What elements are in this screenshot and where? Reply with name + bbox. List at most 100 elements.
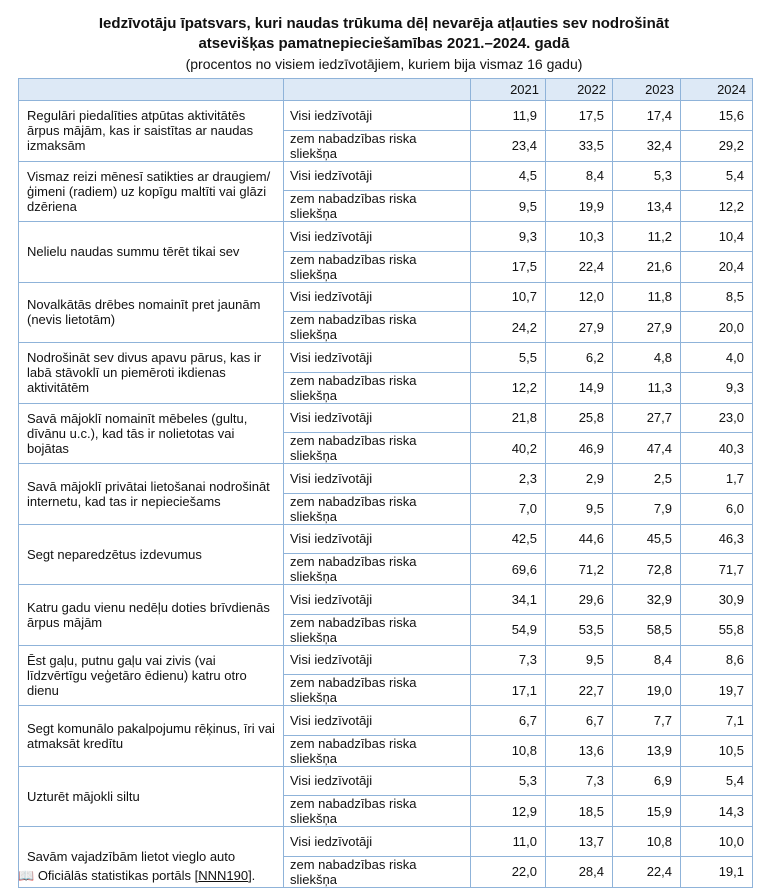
value: 4,8 <box>612 342 681 373</box>
source-link[interactable]: NNN190 <box>198 868 249 883</box>
row: Nelielu naudas summu tērēt tikai sev Visi… <box>18 221 753 283</box>
group-label: Visi iedzīvotāji <box>283 584 471 615</box>
group-label: Visi iedzīvotāji <box>283 523 471 554</box>
row: Savām vajadzībām lietot vieglo auto Visi … <box>18 826 753 888</box>
group-label: Visi iedzīvotāji <box>283 644 471 675</box>
value: 15,9 <box>612 795 681 827</box>
row: Uzturēt mājokli siltu Visi iedzīvotāji 5,3… <box>18 765 753 827</box>
row: zem nabadzības riska sliekšņa 40,2 46,9 47,… <box>19 432 753 464</box>
group-label: Visi iedzīvotāji <box>283 463 471 494</box>
row-label: Nodrošināt sev divus apavu pārus, kas ir… <box>18 342 284 404</box>
group-label: Visi iedzīvotāji <box>283 100 471 131</box>
value: 5,5 <box>470 342 546 373</box>
row: zem nabadzības riska sliekšņa 69,6 71,2 72,… <box>19 553 753 585</box>
value: 13,6 <box>545 734 613 767</box>
value: 9,3 <box>680 371 753 404</box>
value: 10,5 <box>680 734 753 767</box>
value: 47,4 <box>612 432 681 464</box>
subtitle: (procentos no visiem iedzīvotājiem, kuri… <box>185 56 583 72</box>
value: 40,3 <box>680 432 753 464</box>
row: Savā mājoklī privātai lietošanai nodroši… <box>18 463 753 525</box>
value: 18,5 <box>545 795 613 827</box>
row-label: Savā mājoklī privātai lietošanai nodroši… <box>18 463 284 525</box>
row: zem nabadzības riska sliekšņa 22,0 28,4 22,… <box>19 855 753 888</box>
group-label: zem nabadzības riska sliekšņa <box>283 734 471 767</box>
group-label: Visi iedzīvotāji <box>283 221 471 252</box>
row: zem nabadzības riska sliekšņa 7,0 9,5 7,9 6,… <box>19 492 753 525</box>
value: 22,7 <box>545 674 613 706</box>
value: 10,3 <box>545 221 613 252</box>
row: Vismaz reizi mēnesī satikties ar draugie… <box>18 160 753 222</box>
value: 27,9 <box>545 311 613 343</box>
value: 11,9 <box>470 100 546 131</box>
row-label: Segt komunālo pakalpojumu rēķinus, īri v… <box>18 705 284 767</box>
value: 5,3 <box>612 160 681 191</box>
row: Savā mājoklī nomainīt mēbeles (gultu, dī… <box>18 402 753 464</box>
column-header: 2021 <box>470 78 546 101</box>
column-header: 2022 <box>545 78 613 101</box>
value: 44,6 <box>545 523 613 554</box>
value: 12,2 <box>680 190 753 222</box>
value: 13,4 <box>612 190 681 222</box>
row: zem nabadzības riska sliekšņa 54,9 53,5 58,… <box>19 613 753 646</box>
value: 15,6 <box>680 100 753 131</box>
value: 21,6 <box>612 250 681 283</box>
value: 5,4 <box>680 765 753 796</box>
value: 17,5 <box>470 250 546 283</box>
value: 11,8 <box>612 281 681 312</box>
value: 32,9 <box>612 584 681 615</box>
value: 2,3 <box>470 463 546 494</box>
value: 1,7 <box>680 463 753 494</box>
value: 7,0 <box>470 492 546 525</box>
value: 10,7 <box>470 281 546 312</box>
row: zem nabadzības riska sliekšņa 24,2 27,9 27,… <box>19 311 753 343</box>
value: 17,1 <box>470 674 546 706</box>
group-label: Visi iedzīvotāji <box>283 705 471 736</box>
row: zem nabadzības riska sliekšņa 17,5 22,4 21,… <box>19 250 753 283</box>
value: 33,5 <box>545 129 613 162</box>
value: 8,6 <box>680 644 753 675</box>
row-label: Regulāri piedalīties atpūtas aktivitātēs… <box>18 100 284 162</box>
row: zem nabadzības riska sliekšņa 12,2 14,9 11,… <box>19 371 753 404</box>
value: 12,2 <box>470 371 546 404</box>
row-label: Novalkātās drēbes nomainīt pret jaunām (… <box>18 281 284 343</box>
group-label: zem nabadzības riska sliekšņa <box>283 492 471 525</box>
value: 12,0 <box>545 281 613 312</box>
value: 46,9 <box>545 432 613 464</box>
row-label: Uzturēt mājokli siltu <box>18 765 284 827</box>
value: 34,1 <box>470 584 546 615</box>
value: 72,8 <box>612 553 681 585</box>
value: 19,0 <box>612 674 681 706</box>
group-label: zem nabadzības riska sliekšņa <box>283 311 471 343</box>
row-label: Nelielu naudas summu tērēt tikai sev <box>18 221 284 283</box>
group-label: zem nabadzības riska sliekšņa <box>283 250 471 283</box>
source: Oficiālās statistikas portāls [ <box>37 868 199 883</box>
value: 10,0 <box>680 826 753 857</box>
row-label: Ēst gaļu, putnu gaļu vai zivis (vai līdz… <box>18 644 284 706</box>
value: 7,3 <box>545 765 613 796</box>
value: 7,1 <box>680 705 753 736</box>
corner <box>18 78 284 101</box>
value: 7,3 <box>470 644 546 675</box>
value: 6,9 <box>612 765 681 796</box>
value: 14,3 <box>680 795 753 827</box>
group-label: Visi iedzīvotāji <box>283 765 471 796</box>
value: 5,3 <box>470 765 546 796</box>
group-label: zem nabadzības riska sliekšņa <box>283 855 471 888</box>
value: 4,5 <box>470 160 546 191</box>
row: Katru gadu vienu nedēļu doties brīvdienā… <box>18 584 753 646</box>
value: 8,4 <box>612 644 681 675</box>
value: 71,7 <box>680 553 753 585</box>
row: Novalkātās drēbes nomainīt pret jaunām (… <box>18 281 753 343</box>
header: Iedzīvotāju īpatsvars, kuri naudas trūku… <box>0 0 768 72</box>
value: 21,8 <box>470 402 546 433</box>
value: 23,4 <box>470 129 546 162</box>
corner <box>283 78 471 101</box>
row: zem nabadzības riska sliekšņa 23,4 33,5 32,… <box>19 129 753 162</box>
source-end: ]. <box>248 868 256 883</box>
table: 2021 2022 2023 2024 Regulāri piedalīties at… <box>18 78 753 888</box>
column-header: 2023 <box>612 78 681 101</box>
value: 2,5 <box>612 463 681 494</box>
value: 27,7 <box>612 402 681 433</box>
value: 29,6 <box>545 584 613 615</box>
